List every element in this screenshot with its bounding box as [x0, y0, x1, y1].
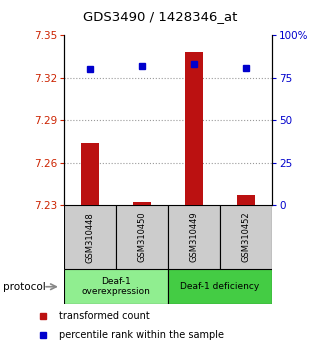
Bar	[168, 269, 272, 304]
Text: transformed count: transformed count	[59, 311, 150, 321]
Text: Deaf-1 deficiency: Deaf-1 deficiency	[180, 282, 260, 291]
Bar	[81, 143, 99, 205]
Bar	[133, 202, 151, 205]
Text: percentile rank within the sample: percentile rank within the sample	[59, 330, 224, 341]
Text: protocol: protocol	[3, 282, 46, 292]
Text: GSM310449: GSM310449	[189, 212, 198, 263]
Bar	[64, 269, 168, 304]
Bar	[64, 205, 116, 269]
Text: GSM310448: GSM310448	[85, 212, 94, 263]
Text: GSM310452: GSM310452	[242, 212, 251, 263]
Bar	[237, 195, 255, 205]
Bar	[220, 205, 272, 269]
Bar	[185, 52, 203, 205]
Text: GSM310450: GSM310450	[138, 212, 147, 263]
Text: Deaf-1
overexpression: Deaf-1 overexpression	[82, 277, 150, 296]
Text: GDS3490 / 1428346_at: GDS3490 / 1428346_at	[83, 10, 237, 23]
Bar	[168, 205, 220, 269]
Bar	[116, 205, 168, 269]
